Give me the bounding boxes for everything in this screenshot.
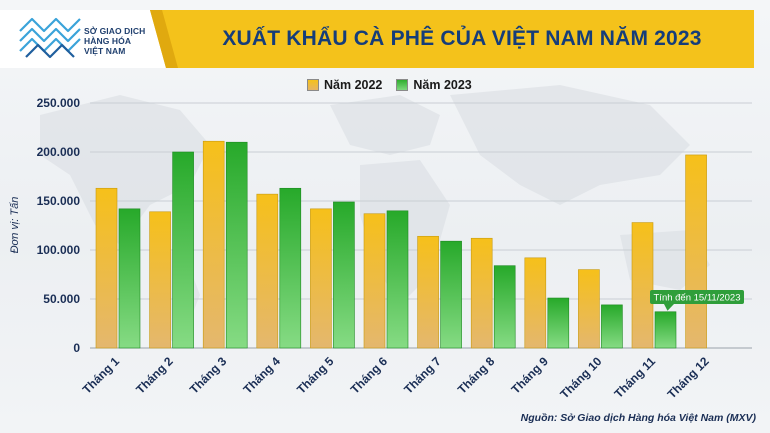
bar-2023-4 [279, 187, 302, 349]
bar-2022-9 [524, 257, 547, 349]
bar-2023-7 [440, 240, 462, 349]
y-tick-label: 50.000 [43, 292, 80, 306]
bar-2022-2 [149, 211, 171, 349]
logo-text: SỞ GIAO DỊCH HÀNG HÓA VIỆT NAM [84, 26, 156, 56]
bar-2022-5 [310, 208, 332, 349]
bar-2022-1 [95, 187, 118, 349]
bar-2023-9 [547, 297, 570, 349]
source-note: Nguồn: Sở Giao dịch Hàng hóa Việt Nam (M… [520, 412, 756, 424]
legend-swatch-2023 [396, 79, 409, 91]
x-tick-label: Tháng 12 [665, 354, 712, 401]
bar-2022-12 [685, 154, 707, 349]
y-tick-label: 250.000 [37, 96, 81, 110]
annotation-box [650, 290, 744, 304]
y-tick-label: 0 [73, 341, 80, 355]
bar-2023-8 [493, 265, 516, 349]
page-title: XUẤT KHẨU CÀ PHÊ CỦA VIỆT NAM NĂM 2023 [222, 27, 702, 50]
x-tick-label: Tháng 11 [611, 354, 658, 401]
logo-line-1: SỞ GIAO DỊCH [84, 26, 146, 36]
bar-2023-2 [172, 151, 194, 349]
x-tick-label: Tháng 10 [557, 354, 604, 401]
title-banner [0, 10, 754, 68]
y-axis-label: Đơn vị: Tấn [9, 197, 21, 254]
bar-2022-11 [631, 222, 654, 349]
annotation-callout: Tính đến 15/11/2023 [650, 290, 744, 311]
bar-2023-11 [654, 311, 677, 349]
bar-2023-10 [601, 304, 623, 349]
bar-2023-1 [118, 208, 141, 349]
legend-swatch-2022 [307, 79, 319, 91]
bar-2023-3 [225, 141, 248, 349]
y-tick-label: 150.000 [37, 194, 81, 208]
x-tick-label: Tháng 2 [133, 354, 176, 397]
x-tick-label: Tháng 8 [455, 354, 498, 397]
logo-line-2: HÀNG HÓA [84, 36, 132, 46]
bar-2022-3 [202, 140, 225, 349]
annotation-text: Tính đến 15/11/2023 [654, 293, 741, 304]
x-tick-label: Tháng 9 [508, 354, 551, 397]
bar-2022-7 [417, 235, 439, 349]
legend-item-2022: Năm 2022 [307, 78, 382, 92]
x-tick-label: Tháng 7 [401, 354, 444, 397]
x-tick-label: Tháng 1 [80, 354, 123, 397]
bar-2022-8 [470, 237, 493, 349]
bar-2023-6 [386, 210, 409, 349]
x-tick-label: Tháng 4 [240, 354, 283, 397]
legend-label-2022: Năm 2022 [324, 78, 383, 92]
legend-label-2023: Năm 2023 [413, 78, 472, 92]
logo-line-3: VIỆT NAM [84, 46, 126, 56]
bar-2023-5 [333, 201, 355, 349]
legend-item-2023: Năm 2023 [396, 78, 472, 92]
x-tick-label: Tháng 5 [294, 354, 337, 397]
mxv-logo [19, 17, 81, 59]
chart-legend: Năm 2022 Năm 2023 [307, 77, 486, 93]
x-tick-label: Tháng 6 [348, 354, 391, 397]
bar-2022-10 [578, 269, 600, 349]
annotation-pointer [664, 304, 674, 311]
bar-2022-4 [256, 193, 279, 349]
bar-2022-6 [363, 213, 386, 349]
y-tick-label: 100.000 [37, 243, 81, 257]
y-tick-label: 200.000 [37, 145, 81, 159]
x-tick-label: Tháng 3 [187, 354, 230, 397]
